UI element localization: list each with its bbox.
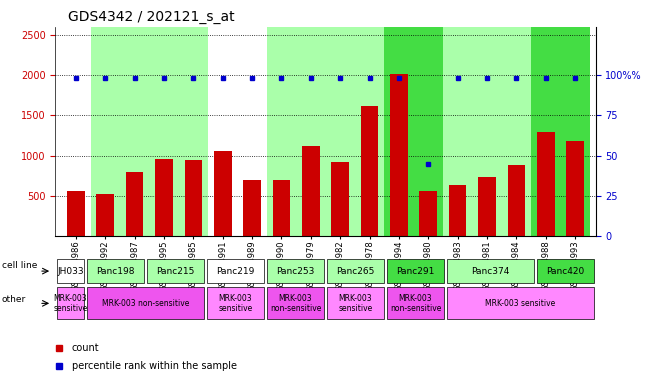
Text: GDS4342 / 202121_s_at: GDS4342 / 202121_s_at: [68, 10, 235, 23]
Bar: [447, 259, 534, 283]
Bar: [361, 106, 378, 236]
Bar: [267, 288, 324, 319]
Bar: [267, 27, 326, 236]
Bar: [155, 159, 173, 236]
Bar: [387, 259, 445, 283]
Bar: [87, 259, 144, 283]
Text: Panc253: Panc253: [276, 266, 314, 276]
Text: Panc219: Panc219: [216, 266, 255, 276]
Text: count: count: [72, 343, 99, 353]
Bar: [537, 259, 594, 283]
Bar: [214, 151, 232, 236]
Text: MRK-003
non-sensitive: MRK-003 non-sensitive: [390, 294, 441, 313]
Bar: [184, 160, 202, 236]
Bar: [146, 259, 204, 283]
Text: cell line: cell line: [2, 261, 37, 270]
Bar: [566, 141, 584, 236]
Bar: [273, 180, 290, 236]
Text: MRK-003
sensitive: MRK-003 sensitive: [339, 294, 372, 313]
Text: Panc291: Panc291: [396, 266, 435, 276]
Bar: [87, 288, 204, 319]
Bar: [537, 132, 555, 236]
Text: MRK-003 non-sensitive: MRK-003 non-sensitive: [102, 299, 189, 308]
Bar: [57, 259, 84, 283]
Bar: [67, 191, 85, 236]
Bar: [449, 185, 467, 236]
Text: JH033: JH033: [57, 266, 84, 276]
Text: MRK-003
sensitive: MRK-003 sensitive: [53, 294, 87, 313]
Bar: [126, 172, 143, 236]
Text: Panc374: Panc374: [471, 266, 510, 276]
Text: Panc198: Panc198: [96, 266, 135, 276]
Bar: [387, 288, 445, 319]
Text: Panc420: Panc420: [547, 266, 585, 276]
Bar: [331, 162, 349, 236]
Text: percentile rank within the sample: percentile rank within the sample: [72, 361, 236, 371]
Text: Panc215: Panc215: [156, 266, 195, 276]
Bar: [206, 288, 264, 319]
Text: Panc265: Panc265: [337, 266, 375, 276]
Bar: [90, 27, 149, 236]
Bar: [267, 259, 324, 283]
Bar: [326, 27, 384, 236]
Bar: [302, 146, 320, 236]
Bar: [327, 288, 384, 319]
Text: MRK-003
non-sensitive: MRK-003 non-sensitive: [270, 294, 321, 313]
Text: MRK-003 sensitive: MRK-003 sensitive: [486, 299, 556, 308]
Bar: [443, 27, 531, 236]
Bar: [96, 194, 114, 236]
Bar: [243, 180, 261, 236]
Bar: [390, 74, 408, 236]
Bar: [447, 288, 594, 319]
Bar: [508, 166, 525, 236]
Bar: [419, 191, 437, 236]
Text: MRK-003
sensitive: MRK-003 sensitive: [218, 294, 253, 313]
Bar: [57, 288, 84, 319]
Bar: [206, 259, 264, 283]
Bar: [327, 259, 384, 283]
Bar: [384, 27, 443, 236]
Bar: [149, 27, 208, 236]
Text: other: other: [2, 295, 26, 304]
Bar: [531, 27, 590, 236]
Bar: [478, 177, 496, 236]
